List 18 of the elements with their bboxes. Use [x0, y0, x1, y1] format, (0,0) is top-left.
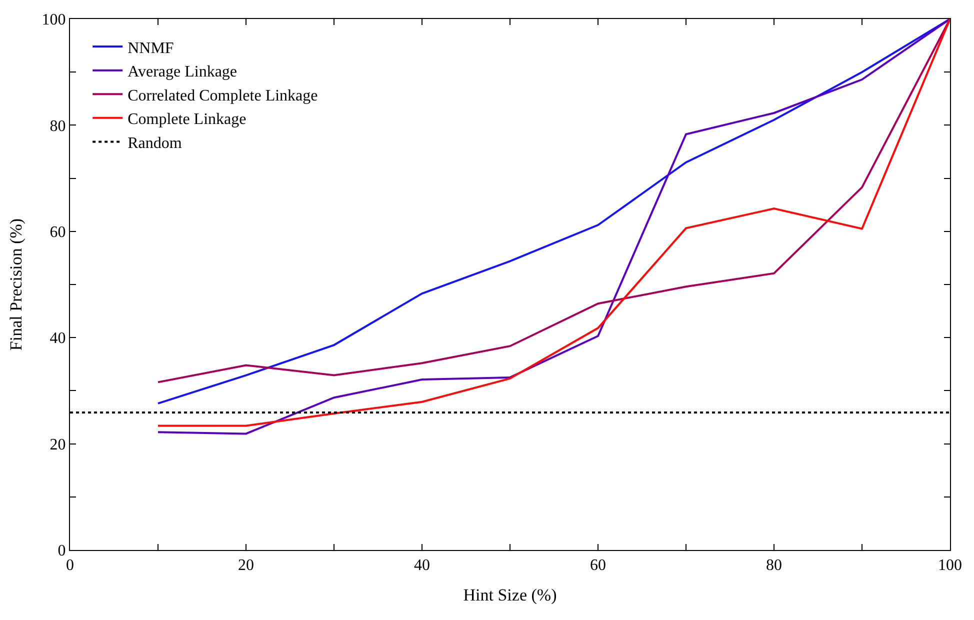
x-axis-title: Hint Size (%)	[463, 586, 557, 605]
y-tick-label: 0	[58, 542, 66, 560]
y-tick-label: 40	[50, 330, 66, 348]
legend-label: Complete Linkage	[128, 111, 246, 128]
y-tick-label: 80	[50, 118, 66, 135]
y-axis-title: Final Precision (%)	[6, 218, 26, 351]
legend-label: NNMF	[128, 40, 174, 57]
legend-label: Average Linkage	[128, 64, 238, 81]
x-tick-label: 100	[938, 557, 962, 574]
y-tick-label: 100	[42, 12, 66, 29]
y-tick-label: 60	[50, 224, 66, 241]
x-tick-label: 80	[766, 557, 782, 574]
x-tick-label: 40	[414, 557, 430, 574]
y-tick-label: 20	[50, 436, 66, 454]
legend-label: Random	[128, 134, 182, 152]
legend-label: Correlated Complete Linkage	[128, 87, 318, 104]
x-tick-label: 60	[590, 557, 606, 574]
x-tick-label: 20	[238, 557, 254, 574]
